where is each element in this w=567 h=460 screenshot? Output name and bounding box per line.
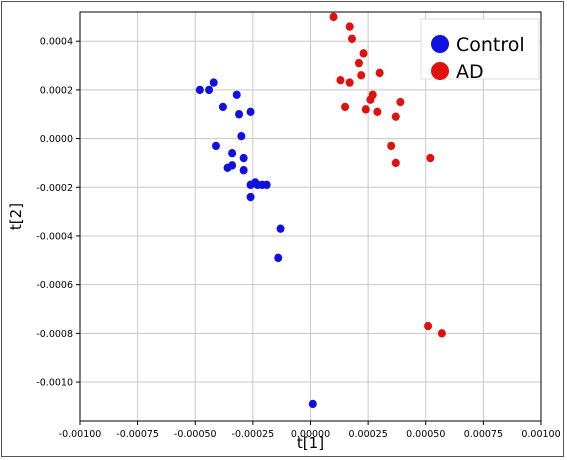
x-tick-label: 0.00100 [521,429,560,440]
data-point-control [239,166,248,175]
data-point-ad [354,58,363,68]
y-tick-label: -0.0010 [36,378,73,389]
data-point-ad [437,329,446,338]
y-tick-label: -0.0008 [36,329,73,340]
data-point-control [228,149,237,158]
data-point-control [195,85,204,95]
x-tick-label: -0.00050 [174,429,217,440]
data-point-ad [329,12,338,22]
legend-label-control: Control [456,34,525,56]
data-points [195,12,446,409]
data-point-control [239,153,248,163]
data-point-control [223,163,232,173]
y-tick-labels: 0.0004 0.0002 0.0000 -0.0002 -0.0004 -0.0006 -… [36,37,73,389]
y-tick-label: -0.0004 [36,231,73,242]
y-tick-label: -0.0006 [36,280,73,291]
x-tick-labels: -0.00100 -0.00075 -0.00050 -0.00025 0.00000 0… [59,429,561,440]
x-tick-label: 0.00025 [348,429,387,440]
data-point-ad [387,141,396,151]
data-point-ad [336,75,345,85]
data-point-control [246,107,255,117]
x-axis-label: t[1] [297,434,324,452]
data-point-ad [396,97,405,107]
data-point-control [237,131,246,141]
data-point-ad [375,68,384,78]
data-point-ad [361,105,370,114]
data-point-control [262,180,271,190]
data-point-ad [345,78,354,87]
x-tick-label: -0.00025 [232,429,275,440]
legend: Control AD [420,18,540,83]
y-axis-label: t[2] [7,203,25,230]
x-tick-label: -0.00100 [59,429,102,440]
data-point-ad [345,22,354,31]
x-tick-label: -0.00075 [116,429,159,440]
data-point-ad [391,158,400,168]
data-point-control [211,141,220,151]
data-point-ad [373,107,382,117]
legend-label-ad: AD [456,61,484,83]
x-tick-label: 0.00000 [291,429,330,440]
y-tick-label: 0.0002 [40,85,73,96]
data-point-control [235,110,244,119]
data-point-ad [359,49,368,58]
x-tick-label: 0.00050 [406,429,445,440]
y-tick-label: -0.0002 [36,183,73,194]
data-point-control [205,85,214,95]
data-point-ad [341,102,350,112]
data-point-control [209,78,218,87]
y-tick-label: 0.0004 [40,37,73,48]
data-point-control [218,102,227,112]
data-point-ad [426,153,435,163]
data-point-control [232,90,241,99]
legend-marker-ad [431,62,449,80]
data-point-control [274,253,283,263]
data-point-ad [366,95,375,104]
data-point-control [246,192,255,202]
data-point-ad [424,321,433,331]
data-point-control [308,399,317,409]
legend-marker-control [431,35,449,53]
data-point-ad [347,34,356,43]
x-tick-label: 0.00075 [464,429,503,440]
data-point-ad [391,112,400,121]
y-tick-label: 0.0000 [40,134,73,145]
tick-marks [76,40,542,425]
data-point-ad [357,71,366,80]
data-point-control [276,224,285,233]
